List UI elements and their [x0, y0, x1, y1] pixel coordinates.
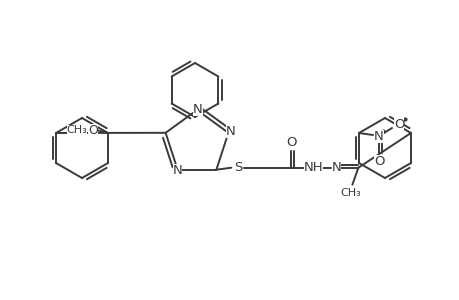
Text: N: N	[172, 164, 182, 177]
Text: N: N	[193, 103, 202, 116]
Text: O: O	[393, 118, 403, 130]
Text: N: N	[331, 161, 341, 174]
Text: O: O	[88, 124, 98, 136]
Text: CH₃: CH₃	[339, 188, 360, 198]
Text: O: O	[285, 136, 296, 149]
Text: CH₃: CH₃	[67, 125, 87, 135]
Text: O: O	[373, 154, 383, 167]
Text: N: N	[225, 125, 235, 138]
Text: N: N	[373, 130, 383, 142]
Text: NH: NH	[303, 161, 323, 174]
Text: S: S	[234, 161, 242, 174]
